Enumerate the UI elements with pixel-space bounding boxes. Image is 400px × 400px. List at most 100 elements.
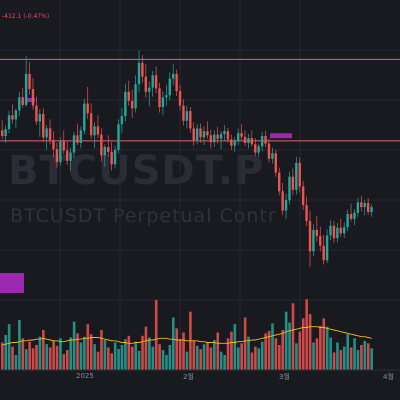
volume-bar — [185, 351, 189, 370]
volume-bar — [96, 351, 100, 370]
volume-bar — [69, 337, 72, 370]
candle-body — [298, 162, 301, 187]
volume-bar — [124, 339, 127, 370]
candle-body — [202, 131, 206, 138]
candle-body — [370, 207, 373, 212]
candle-body — [69, 152, 72, 161]
candle-body — [83, 103, 86, 131]
candle-body — [79, 130, 83, 143]
volume-bar — [72, 321, 76, 370]
candle-body — [213, 134, 216, 143]
candle-body — [127, 91, 130, 101]
volume-bar — [59, 338, 62, 370]
volume-bar — [202, 344, 206, 370]
candle-body — [206, 131, 209, 136]
candle-body — [59, 141, 62, 163]
highlight-block — [270, 133, 292, 139]
candle-body — [274, 153, 277, 173]
volume-bar — [346, 334, 350, 370]
candle-body — [165, 95, 168, 98]
volume-bar — [137, 350, 141, 370]
candle-body — [332, 225, 336, 239]
candle-body — [264, 136, 267, 144]
candle-body — [144, 76, 148, 92]
candle-body — [113, 149, 117, 165]
volume-bar — [271, 323, 274, 370]
candle-body — [295, 162, 298, 190]
volume-bar — [79, 342, 83, 370]
candle-body — [278, 172, 281, 192]
candle-body — [134, 84, 137, 109]
volume-bar — [257, 348, 261, 370]
symbol-watermark: BTCUSDT.P — [8, 148, 265, 194]
candle-body — [315, 229, 319, 237]
candle-body — [76, 135, 79, 143]
candle-body — [223, 131, 226, 134]
volume-bar — [236, 347, 240, 370]
candle-body — [93, 126, 96, 136]
volume-bar — [301, 318, 305, 370]
volume-bar — [363, 340, 367, 370]
candle-body — [28, 73, 31, 90]
candle-body — [329, 225, 332, 236]
candle-body — [195, 128, 199, 141]
volume-bar — [28, 341, 31, 370]
volume-bar — [343, 346, 346, 370]
volume-bar — [206, 342, 209, 370]
x-tick-label: 4월 — [383, 373, 394, 381]
candle-body — [236, 133, 240, 141]
candle-body — [168, 78, 171, 96]
candle-body — [288, 176, 291, 201]
candle-body — [117, 124, 120, 150]
candle-body — [199, 128, 202, 138]
volume-bar — [360, 345, 363, 370]
volume-bar — [216, 332, 220, 370]
volume-bar — [117, 349, 120, 370]
volume-bar — [172, 317, 175, 370]
candle-body — [103, 147, 106, 156]
volume-bar — [260, 341, 264, 370]
candle-body — [141, 62, 144, 77]
volume-bar — [158, 344, 161, 370]
candle-body — [291, 176, 295, 190]
volume-bar — [336, 342, 339, 370]
volume-bar — [192, 340, 196, 370]
volume-bar — [4, 335, 8, 370]
candle-body — [158, 88, 161, 107]
volume-ma-line — [2, 326, 372, 346]
candle-body — [353, 212, 356, 219]
volume-bar — [349, 347, 353, 370]
volume-bar — [127, 335, 131, 370]
volume-bar — [76, 333, 79, 370]
candle-body — [172, 73, 175, 79]
volume-bar — [1, 342, 4, 370]
candle-body — [72, 135, 76, 153]
candle-body — [209, 135, 213, 143]
volume-bar — [230, 331, 233, 370]
volume-bar — [65, 350, 69, 370]
volume-bar — [308, 314, 312, 370]
candle-body — [151, 75, 154, 88]
volume-bar — [322, 318, 326, 370]
candle-body — [178, 91, 182, 106]
volume-bar — [247, 336, 250, 370]
candle-body — [363, 202, 366, 208]
candle-body — [267, 143, 271, 159]
volume-bar — [165, 355, 168, 370]
volume-bar — [274, 338, 278, 370]
candle-body — [161, 97, 165, 107]
candle-body — [52, 140, 55, 150]
volume-bar — [35, 345, 38, 370]
volume-bar — [223, 355, 226, 370]
candle-body — [86, 103, 89, 114]
candle-body — [356, 202, 360, 213]
candle-body — [189, 111, 192, 129]
candle-body — [257, 146, 260, 153]
volume-bar — [168, 345, 172, 370]
candle-body — [305, 205, 308, 221]
volume-bar — [178, 339, 182, 370]
volume-bar — [298, 331, 302, 370]
candle-body — [21, 97, 24, 105]
